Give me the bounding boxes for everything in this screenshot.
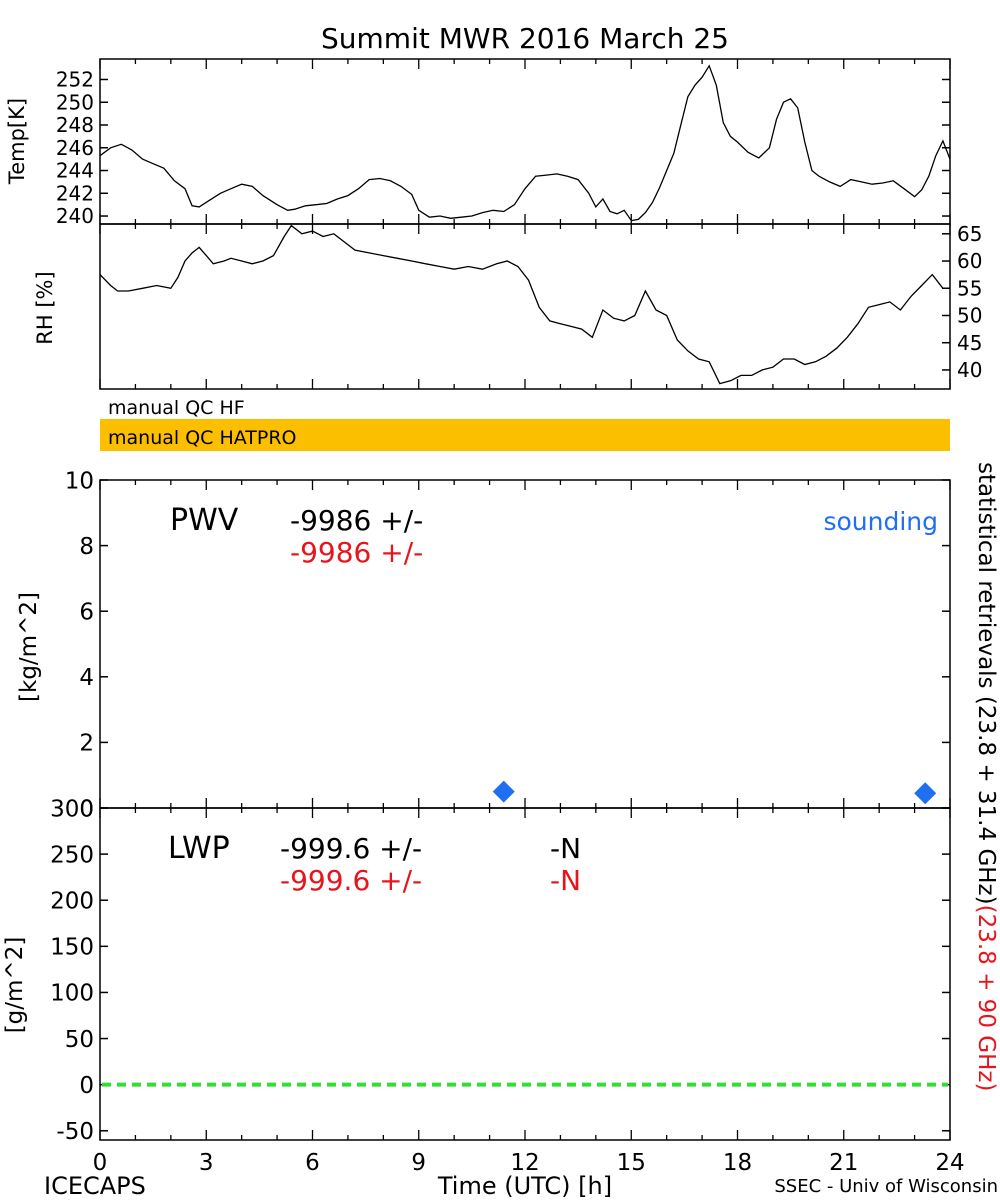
pwv-y-tick-label: 6 [79,599,94,625]
rh-plot-frame [99,223,951,390]
temp-series-line [99,64,951,222]
x-tick-label: 21 [829,1150,858,1176]
lwp-y-tick-label: 250 [50,842,94,868]
time-x-ticks: 0 3 6 9 12 15 18 21 24 [93,59,965,1176]
x-tick-label: 0 [93,1150,108,1176]
footer-left: ICECAPS [44,1172,146,1200]
qc-flags: manual QC HF manual QC HATPRO [100,393,950,451]
lwp-y-tick-label: 200 [50,889,94,915]
temp-plot-frame [99,58,951,225]
temp-y-tick-label: 252 [56,68,94,92]
x-tick-label: 6 [305,1150,320,1176]
pwv-panel: 0 2 4 6 8 10 [kg/m^2] PWV -9986 +/- -9986 +/-… [16,468,951,822]
pwv-value-red: -9986 +/- [290,536,423,569]
rh-y-tick-label: 40 [957,358,982,382]
lwp-y-tick-label: 0 [79,1073,94,1099]
lwp-n-black: -N [550,832,581,865]
lwp-n-red: -N [550,864,581,897]
lwp-label: LWP [168,831,230,866]
x-tick-label: 15 [617,1150,646,1176]
pwv-y-axis-label: [kg/m^2] [16,592,42,702]
right-side-label: statistical retrievals (23.8 + 31.4 GHz)… [973,462,999,1091]
right-label-red: (23.8 + 90 GHz) [973,905,999,1092]
rh-series-line [99,224,950,385]
rh-y-tick-label: 55 [957,276,982,300]
footer-right: SSEC - Univ of Wisconsin [774,1176,998,1197]
x-tick-label: 12 [510,1150,539,1176]
temp-y-axis-label: Temp[K] [5,98,29,185]
lwp-y-axis-label: [g/m^2] [2,937,28,1034]
temp-y-tick-label: 250 [56,90,94,114]
rh-y-ticks: 40 45 50 55 60 65 [942,222,982,382]
pwv-label: PWV [170,503,239,538]
lwp-y-tick-label: 50 [65,1027,94,1053]
qc-flag-hf-label: manual QC HF [108,397,245,419]
pwv-y-tick-label: 4 [79,665,94,691]
pwv-y-tick-label: 0 [79,796,94,822]
temp-y-tick-label: 242 [56,181,94,205]
pwv-y-tick-label: 8 [79,534,94,560]
qc-flag-hatpro-label: manual QC HATPRO [108,427,297,449]
temp-y-tick-label: 240 [56,204,94,228]
x-tick-label: 9 [411,1150,426,1176]
pwv-legend-sounding: sounding [823,507,938,536]
lwp-value-red: -999.6 +/- [280,864,422,897]
chart-title: Summit MWR 2016 March 25 [321,22,729,55]
sounding-point [492,780,515,803]
lwp-y-tick-label: 150 [50,935,94,961]
footer-center: Time (UTC) [h] [437,1172,612,1200]
lwp-y-ticks: -50 0 50 100 150 200 250 300 [50,796,950,1145]
qc-flag-hf-bar [100,393,950,419]
rh-panel: 40 45 50 55 60 65 RH [%] [33,222,982,390]
temp-y-tick-label: 246 [56,136,94,160]
rh-y-tick-label: 45 [957,331,982,355]
pwv-y-tick-label: 10 [65,468,94,494]
pwv-value-black: -9986 +/- [290,504,423,537]
temp-y-tick-label: 248 [56,113,94,137]
qc-flag-hatpro-bar [100,419,950,451]
pwv-y-tick-label: 2 [79,731,94,757]
right-label-black: statistical retrievals (23.8 + 31.4 GHz) [973,462,999,905]
lwp-y-tick-label: 300 [50,796,94,822]
rh-y-tick-label: 50 [957,304,982,328]
pwv-sounding-markers [492,780,937,805]
rh-y-tick-label: 65 [957,222,982,246]
pwv-y-ticks: 0 2 4 6 8 10 [65,468,950,822]
lwp-panel: -50 0 50 100 150 200 250 300 [g/m^2] LWP -999.6… [2,796,951,1145]
lwp-y-tick-label: -50 [56,1119,94,1145]
lwp-y-tick-label: 100 [50,981,94,1007]
x-tick-label: 24 [935,1150,964,1176]
sounding-point [914,782,937,805]
rh-y-axis-label: RH [%] [33,271,57,344]
temp-y-tick-label: 244 [56,159,94,183]
x-tick-label: 18 [723,1150,752,1176]
x-tick-label: 3 [199,1150,214,1176]
lwp-value-black: -999.6 +/- [280,832,422,865]
rh-y-tick-label: 60 [957,249,982,273]
